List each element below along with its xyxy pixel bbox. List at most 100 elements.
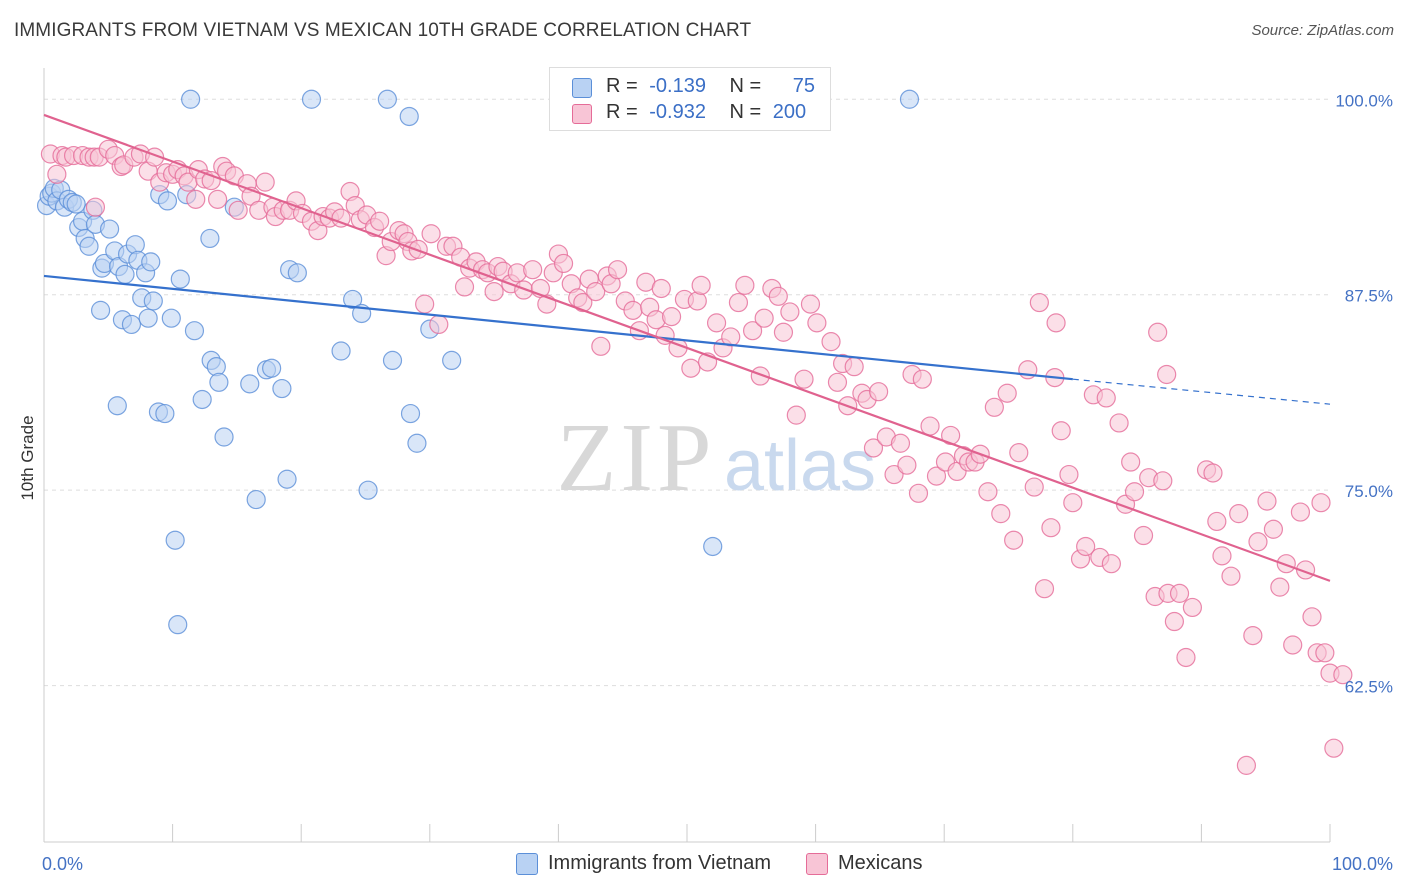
mexican-point [1257,491,1277,511]
vietnam-point [343,289,363,310]
mexican-point [926,466,947,486]
watermark-atlas: atlas [724,426,876,506]
mexican-point [1283,635,1303,655]
vietnam-point [301,89,322,109]
mexican-point [591,336,611,356]
trend-line-mexican [43,113,1331,582]
mexican-point [553,253,574,274]
mexican-point [1051,421,1071,441]
mexican-point [1263,519,1284,539]
mexican-point [735,275,755,295]
mexican-point [228,200,248,220]
mexican-point [573,292,593,313]
mexican-point [908,483,929,503]
mexican-point [370,211,390,231]
mexican-point [821,332,841,352]
vietnam-point [899,89,920,109]
mexican-point [421,224,441,244]
mexican-point [800,294,821,314]
legend-r-label: R = [606,101,638,123]
mexican-point [1333,665,1353,685]
mexican-point [780,302,800,322]
vietnam-point [192,389,212,410]
mexican-point [1243,625,1263,646]
mexican-point [415,294,435,314]
vietnam-point [382,350,403,370]
mexican-point [523,260,543,280]
vietnam-point [79,236,99,256]
mexican-point [1004,530,1024,550]
vietnam-point [358,480,378,500]
mexican-point [728,292,749,313]
mexican-point [1101,554,1121,574]
legend-r-value-vietnam: -0.139 [649,75,706,97]
y-tick-label: 75.0% [1345,482,1393,501]
vietnam-point [214,427,234,447]
series-mexican-points [40,139,1353,775]
mexican-point [863,438,884,458]
vietnam-point [184,321,205,341]
correlation-legend: R = -0.139 N = 75 R = -0.932 N = 200 [549,67,831,131]
mexican-point [1034,579,1055,599]
mexican-point [920,416,940,436]
mexican-point [484,282,504,302]
mexican-point [208,189,228,209]
mexican-point [1315,643,1335,663]
mexican-point [1248,532,1268,552]
mexican-point [912,369,932,389]
mexican-point [1063,493,1083,513]
mexican-point [1153,471,1173,491]
mexican-point [429,314,449,335]
mexican-point [844,357,864,377]
series-legend-label-vietnam: Immigrants from Vietnam [548,852,772,874]
mexican-point [1148,322,1168,342]
vietnam-point [400,403,421,424]
mexican-point [897,455,917,475]
series-legend-label-mexican: Mexicans [838,852,923,874]
mexican-point [1324,738,1344,758]
y-axis-label: 10th Grade [18,415,37,500]
legend-n-label: N = [729,75,762,97]
vietnam-point [155,403,175,424]
mexican-point [454,277,475,297]
mexican-point [991,504,1011,524]
legend-swatch-vietnam [572,78,592,98]
mexican-point [773,322,794,342]
series-legend-swatch-vietnam [516,853,538,875]
mexican-point [768,286,788,306]
mexican-point [1221,566,1241,586]
legend-swatch-mexican [572,104,592,124]
vietnam-point [399,106,419,127]
mexican-point [507,263,527,283]
trend-line-vietnam [43,274,1073,381]
mexican-point [750,366,770,386]
y-tick-label: 87.5% [1345,287,1393,306]
mexican-point [1207,511,1227,532]
mexican-point [1236,755,1257,775]
mexican-point [607,260,628,280]
vietnam-point [206,357,226,377]
vietnam-point [703,536,723,557]
vietnam-point [157,191,178,211]
y-tick-label: 100.0% [1335,91,1393,110]
source-label: Source: ZipAtlas.com [1251,22,1394,39]
vietnam-point [272,378,292,399]
vietnam-point [165,530,185,550]
mexican-point [623,300,643,320]
mexican-point [681,358,701,378]
mexican-point [651,278,671,299]
mexican-point [1270,577,1290,597]
chart-title: IMMIGRANTS FROM VIETNAM VS MEXICAN 10TH … [14,20,752,41]
vietnam-point [66,194,86,214]
x-tick-label-max: 100.0% [1332,854,1393,874]
mexican-point [1302,607,1322,627]
vietnam-point [170,269,190,289]
vietnam-point [141,252,161,272]
vietnam-point [407,433,427,453]
mexican-point [1121,452,1141,472]
mexican-point [706,313,727,333]
mexican-point [984,397,1004,417]
mexican-point [186,189,206,209]
mexican-point [1109,413,1129,433]
mexican-point [827,372,848,392]
